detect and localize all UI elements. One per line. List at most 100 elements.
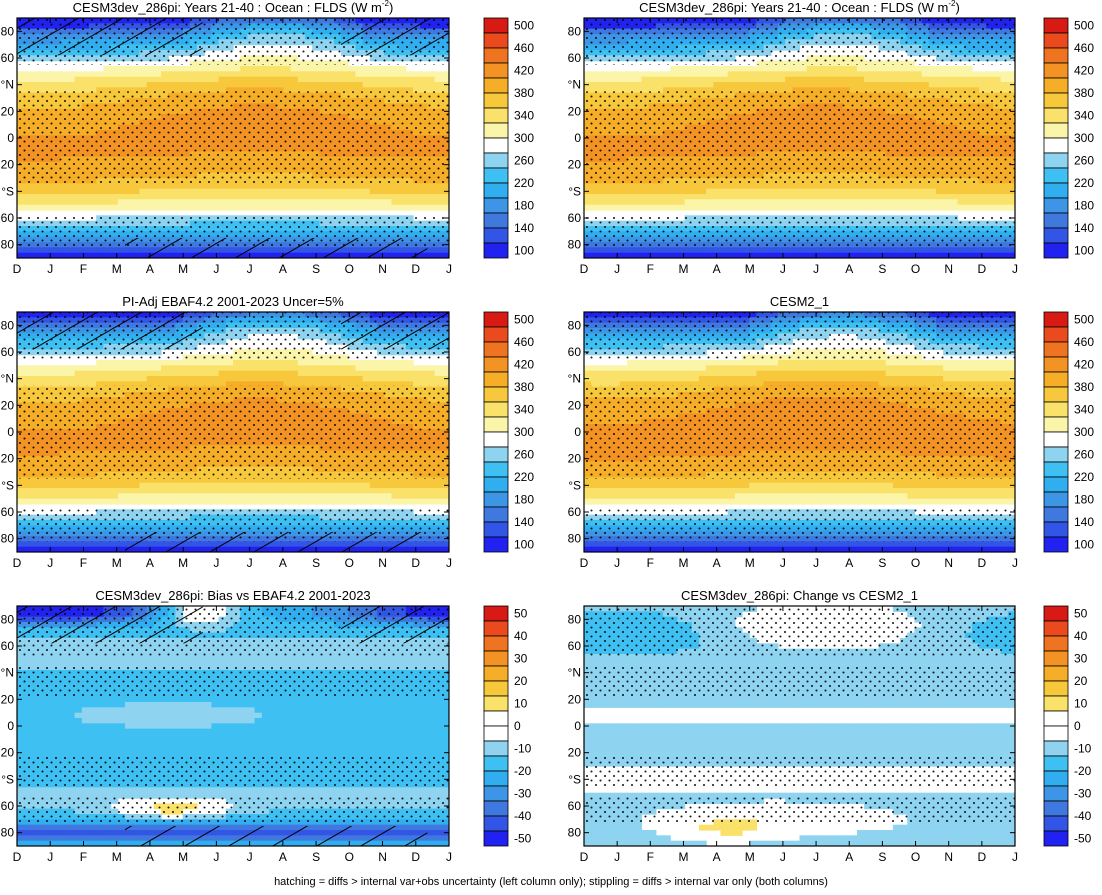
x-tick-label: M: [678, 850, 688, 864]
colorbar-label: 420: [1074, 358, 1094, 372]
colorbar-label: 140: [514, 515, 534, 529]
colorbar-swatch: [483, 521, 509, 538]
colorbar-swatch: [1043, 197, 1069, 214]
colorbar-swatch: [1043, 137, 1069, 154]
colorbar-label: 380: [514, 380, 534, 394]
colorbar-swatch: [1043, 107, 1069, 124]
stippling-overlay: [17, 18, 449, 248]
y-tick-label: 0: [574, 131, 581, 145]
colorbar-label: 380: [514, 86, 534, 100]
y-tick-label: 80: [1, 24, 15, 38]
x-tick-label: A: [146, 850, 154, 864]
colorbar-swatch: [1043, 167, 1069, 184]
y-tick-label: 0: [7, 131, 14, 145]
colorbar-swatch: [1043, 665, 1069, 682]
colorbar-swatch: [1043, 416, 1069, 433]
hatching-overlay: [17, 312, 449, 552]
y-tick-label: 60: [1, 345, 15, 359]
panel-3: CESM2_1 D J F M A M J J A S O N D J 80 60 °N 20 0 20 °S 60 80 50…: [568, 294, 1095, 570]
colorbar: 50 40 30 20 10 0 -10 -20 -30 -40 -50: [483, 605, 532, 847]
colorbar-label: 220: [1074, 176, 1094, 190]
colorbar-swatch: [1043, 62, 1069, 79]
x-tick-label: A: [279, 850, 287, 864]
x-tick-label: S: [878, 556, 886, 570]
colorbar-label: -30: [514, 787, 532, 801]
y-tick-label: 60: [568, 51, 582, 65]
colorbar-label: 500: [1074, 313, 1094, 327]
y-tick-label: 60: [1, 505, 15, 519]
x-tick-label: A: [279, 262, 287, 276]
x-tick-label: O: [345, 850, 354, 864]
x-tick-label: J: [1012, 850, 1018, 864]
colorbar-swatch: [483, 122, 509, 139]
y-tick-label: 60: [568, 799, 582, 813]
x-tick-label: D: [580, 850, 589, 864]
y-tick-label: 80: [568, 24, 582, 38]
colorbar-label: 220: [514, 470, 534, 484]
y-tick-label: °S: [568, 478, 581, 492]
colorbar-swatch: [483, 800, 509, 817]
y-tick-label: 20: [568, 158, 582, 172]
colorbar-swatch: [483, 665, 509, 682]
x-tick-label: A: [713, 850, 721, 864]
y-tick-label: 20: [1, 452, 15, 466]
colorbar-swatch: [1043, 680, 1069, 697]
x-tick-label: D: [580, 262, 589, 276]
colorbar-label: 140: [514, 221, 534, 235]
colorbar-label: 180: [1074, 493, 1094, 507]
y-tick-label: 20: [568, 104, 582, 118]
y-tick-label: 20: [1, 746, 15, 760]
y-tick-label: 80: [1, 238, 15, 252]
colorbar-swatch: [483, 242, 509, 259]
panel-title: PI-Adj EBAF4.2 2001-2023 Uncer=5%: [122, 294, 344, 309]
x-tick-label: J: [446, 262, 452, 276]
x-tick-label: J: [247, 262, 253, 276]
x-tick-label: J: [47, 850, 53, 864]
colorbar-swatch: [1043, 92, 1069, 109]
colorbar-label: 300: [514, 425, 534, 439]
colorbar-swatch: [483, 167, 509, 184]
y-tick-label: 0: [7, 719, 14, 733]
hatching-overlay: [17, 18, 449, 258]
x-tick-label: D: [411, 556, 420, 570]
x-tick-label: M: [745, 262, 755, 276]
panel-title: CESM3dev_286pi: Bias vs EBAF4.2 2001-202…: [95, 588, 370, 603]
panel-1: CESM3dev_286pi: Years 21-40 : Ocean : FL…: [568, 0, 1095, 276]
x-tick-label: M: [178, 850, 188, 864]
colorbar-swatch: [1043, 182, 1069, 199]
colorbar-swatch: [1043, 521, 1069, 538]
x-tick-label: J: [213, 556, 219, 570]
colorbar-swatch: [483, 197, 509, 214]
y-tick-label: 60: [568, 505, 582, 519]
colorbar-swatch: [483, 77, 509, 94]
x-tick-label: J: [1012, 262, 1018, 276]
colorbar-label: -20: [1074, 764, 1092, 778]
x-tick-label: D: [978, 556, 987, 570]
x-tick-label: A: [279, 556, 287, 570]
y-tick-label: °N: [1, 666, 14, 680]
colorbar-label: -40: [514, 809, 532, 823]
colorbar-swatch: [483, 182, 509, 199]
y-tick-label: 60: [568, 345, 582, 359]
colorbar-swatch: [483, 785, 509, 802]
colorbar-label: 460: [1074, 41, 1094, 55]
x-tick-label: J: [1012, 556, 1018, 570]
colorbar-label: 340: [1074, 109, 1094, 123]
colorbar-swatch: [1043, 506, 1069, 523]
colorbar-label: 40: [514, 629, 528, 643]
colorbar-swatch: [1043, 461, 1069, 478]
y-tick-label: °S: [1, 184, 14, 198]
panel-title: CESM3dev_286pi: Years 21-40 : Ocean : FL…: [73, 0, 394, 15]
x-tick-label: A: [146, 262, 154, 276]
colorbar-swatch: [1043, 536, 1069, 553]
colorbar-label: 40: [1074, 629, 1088, 643]
y-tick-label: 0: [574, 719, 581, 733]
x-tick-label: M: [112, 850, 122, 864]
y-tick-label: °S: [568, 184, 581, 198]
colorbar-swatch: [1043, 386, 1069, 403]
colorbar-label: 380: [1074, 86, 1094, 100]
colorbar-swatch: [483, 92, 509, 109]
colorbar-swatch: [1043, 725, 1069, 742]
colorbar-swatch: [1043, 635, 1069, 652]
